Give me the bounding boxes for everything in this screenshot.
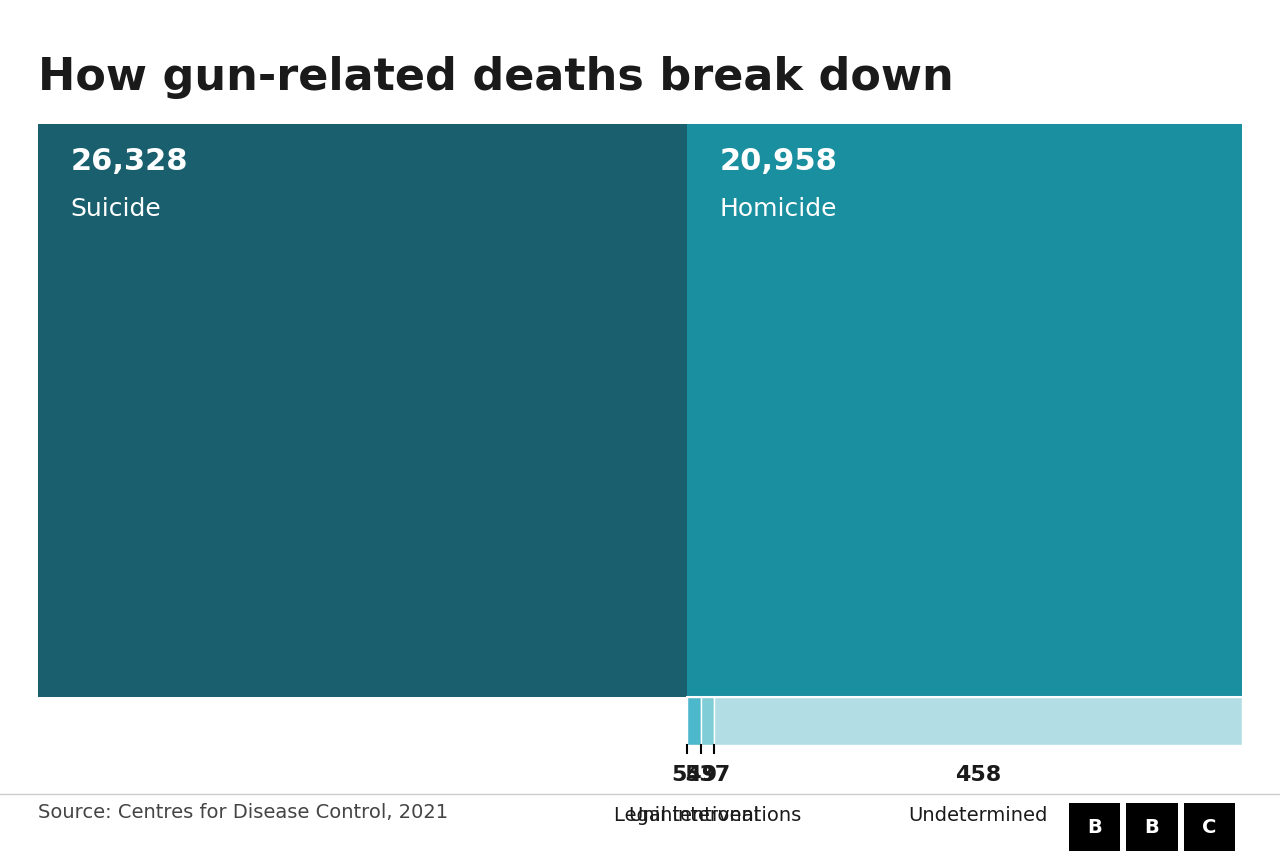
Text: B: B bbox=[1144, 817, 1160, 837]
Text: 458: 458 bbox=[955, 764, 1001, 784]
Text: Homicide: Homicide bbox=[719, 196, 837, 220]
FancyBboxPatch shape bbox=[38, 125, 687, 697]
FancyBboxPatch shape bbox=[1184, 803, 1235, 851]
FancyBboxPatch shape bbox=[714, 697, 1242, 745]
Text: 20,958: 20,958 bbox=[719, 146, 837, 176]
Text: 537: 537 bbox=[684, 764, 731, 784]
FancyBboxPatch shape bbox=[700, 697, 714, 745]
FancyBboxPatch shape bbox=[687, 697, 700, 745]
Text: Legal interventions: Legal interventions bbox=[613, 805, 801, 824]
Text: 26,328: 26,328 bbox=[70, 146, 188, 176]
Text: Undetermined: Undetermined bbox=[908, 805, 1047, 824]
Text: Suicide: Suicide bbox=[70, 196, 161, 220]
FancyBboxPatch shape bbox=[1126, 803, 1178, 851]
Text: How gun-related deaths break down: How gun-related deaths break down bbox=[38, 56, 954, 99]
FancyBboxPatch shape bbox=[687, 125, 1242, 697]
Text: C: C bbox=[1202, 817, 1217, 837]
Text: B: B bbox=[1087, 817, 1102, 837]
FancyBboxPatch shape bbox=[1069, 803, 1120, 851]
Text: Source: Centres for Disease Control, 2021: Source: Centres for Disease Control, 202… bbox=[38, 802, 448, 821]
Text: 549: 549 bbox=[671, 764, 717, 784]
Text: Unintentional: Unintentional bbox=[628, 805, 759, 824]
